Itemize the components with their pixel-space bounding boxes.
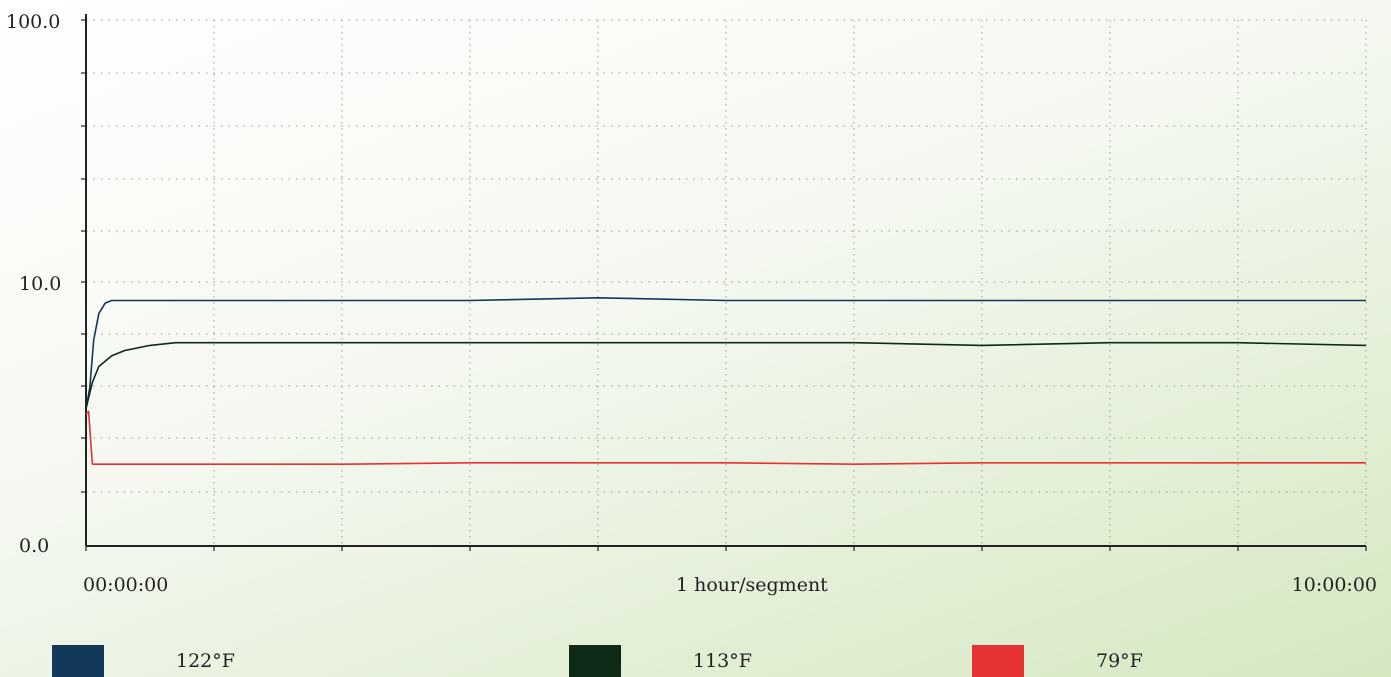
x-tick-label-start: 00:00:00 <box>83 574 168 596</box>
series-line-1 <box>85 341 1367 409</box>
legend-swatch-113f <box>569 645 621 677</box>
legend-swatch-122f <box>52 645 104 677</box>
axes <box>81 14 1367 551</box>
legend-label-79f: 79°F <box>1096 650 1143 672</box>
legend-label-122f: 122°F <box>176 650 235 672</box>
y-tick-label-top: 100.0 <box>6 11 60 33</box>
y-tick-labels: 100.0 10.0 0.0 <box>6 11 61 557</box>
grid <box>86 19 1367 546</box>
x-tick-label-end: 10:00:00 <box>1292 574 1377 596</box>
x-axis-segment-label: 1 hour/segment <box>676 574 828 596</box>
legend-item-113f: 113°F <box>569 645 752 677</box>
legend-item-122f: 122°F <box>52 645 235 677</box>
y-tick-label-middle: 10.0 <box>19 273 61 295</box>
series-lines <box>85 296 1367 466</box>
series-line-0 <box>85 296 1366 409</box>
x-tick-labels: 00:00:00 1 hour/segment 10:00:00 <box>83 574 1377 596</box>
y-tick-label-bottom: 0.0 <box>19 535 49 557</box>
legend-item-79f: 79°F <box>972 645 1143 677</box>
legend-swatch-79f <box>972 645 1024 677</box>
series-line-2 <box>85 410 1366 466</box>
legend-label-113f: 113°F <box>693 650 752 672</box>
